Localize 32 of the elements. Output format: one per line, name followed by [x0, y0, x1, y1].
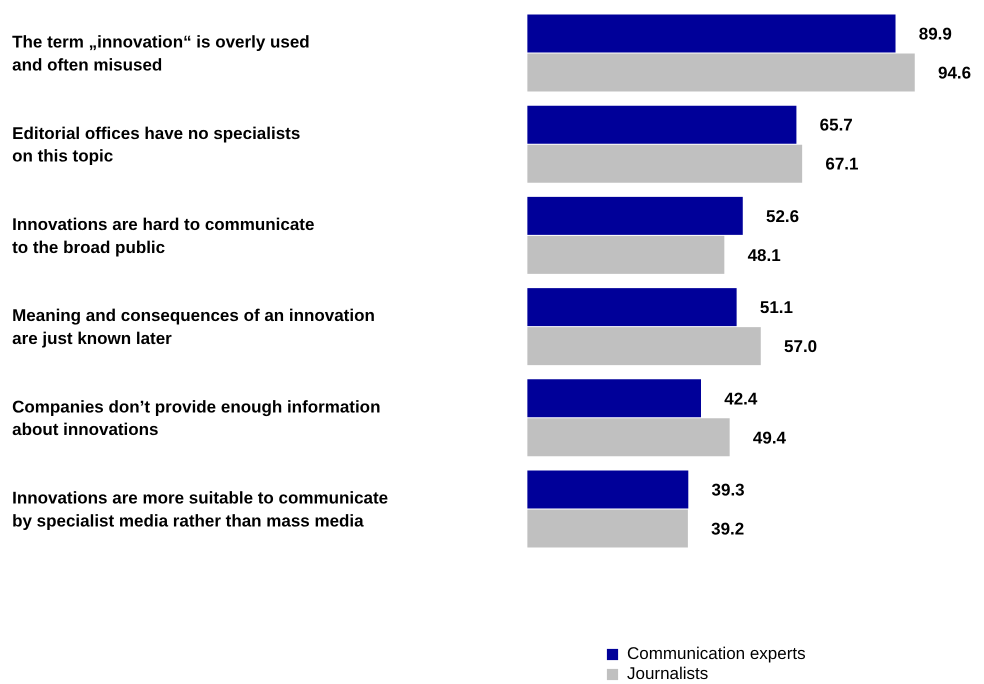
data-label: 89.9	[918, 24, 952, 44]
data-label: 94.6	[938, 64, 972, 82]
data-label: 39.2	[711, 520, 744, 538]
bar	[527, 54, 915, 92]
data-label: 57.0	[784, 337, 818, 356]
data-label: 48.1	[748, 246, 781, 265]
bar	[527, 196, 743, 235]
bar	[527, 288, 737, 326]
bar	[527, 379, 701, 418]
data-label: 67.1	[825, 154, 858, 174]
bar	[527, 510, 688, 548]
y-tick-label: Meaning and consequences of an innovation are just known later	[12, 306, 375, 348]
y-tick-label: Innovations are hard to communicate to the broad public	[12, 215, 314, 257]
legend-label: Communication experts	[627, 644, 806, 664]
y-tick-label: Innovations are more suitable to communicate by specialist media rather than mass media	[12, 488, 388, 530]
data-label: 42.4	[724, 389, 758, 408]
y-tick-label: Companies don’t provide enough information about innovations	[12, 397, 380, 440]
bar	[527, 418, 730, 456]
y-tick-label: Editorial offices have no specialists on this topic	[12, 124, 300, 166]
bar	[527, 470, 688, 508]
bar	[527, 144, 802, 183]
legend-label: Journalists	[627, 664, 708, 684]
bar	[527, 236, 724, 274]
y-tick-label: The term „innovation“ is overly used and often misused	[12, 32, 310, 74]
data-label: 39.3	[712, 480, 745, 500]
data-label: 65.7	[820, 116, 853, 135]
data-label: 52.6	[766, 206, 800, 226]
data-label: 51.1	[760, 298, 793, 318]
bar	[527, 106, 796, 144]
bar	[527, 14, 896, 52]
data-label: 49.4	[752, 428, 787, 448]
bar	[527, 327, 761, 366]
